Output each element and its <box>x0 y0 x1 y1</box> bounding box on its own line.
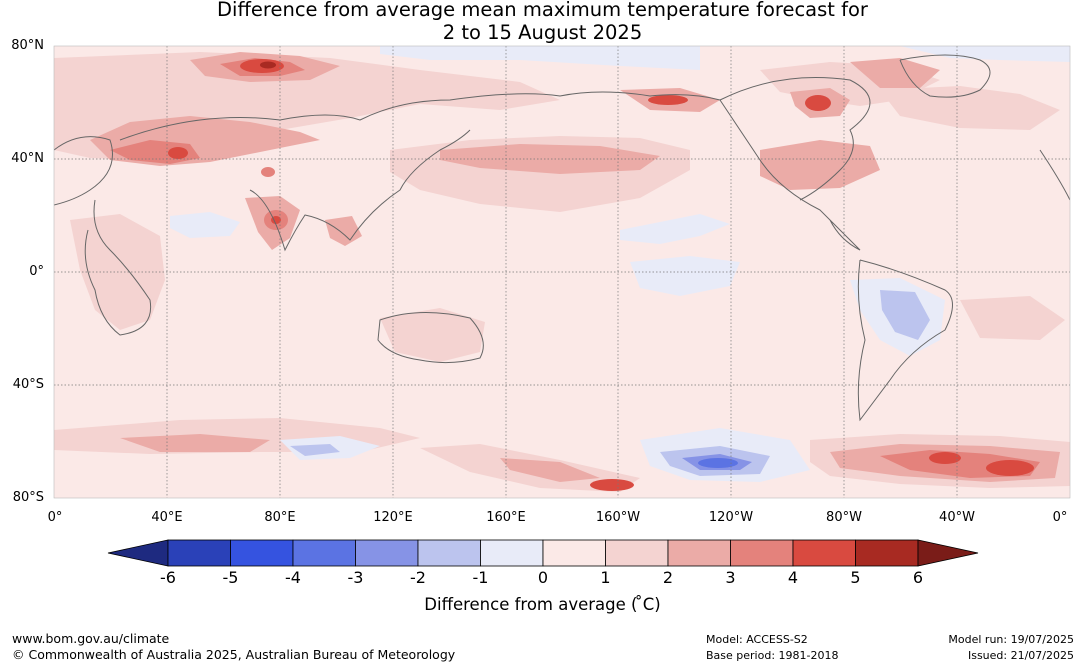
graticule <box>54 46 1070 498</box>
colorbar-segment <box>417 539 481 567</box>
colorbar-tick-label: 0 <box>537 568 549 587</box>
map-frame <box>53 45 1071 499</box>
south-atlantic-warm-region <box>960 296 1065 340</box>
australia-warm-region <box>380 308 485 362</box>
southern-indian-warm-region <box>120 434 270 452</box>
lon-label-160e: 160°E <box>486 510 526 525</box>
lon-label-160w: 160°W <box>595 510 641 525</box>
colorbar-tick-label: 1 <box>600 568 611 587</box>
lon-label-120e: 120°E <box>373 510 413 525</box>
colorbar-tick-label: -1 <box>472 568 489 587</box>
lat-label-80s: 80°S <box>12 490 44 505</box>
colorbar-tick-label: 5 <box>850 568 861 587</box>
colorbar-segment <box>480 539 544 567</box>
colorbar-arrow-high <box>917 539 979 567</box>
north-pacific-warm-core <box>440 144 660 174</box>
lon-label-40e: 40°E <box>151 510 183 525</box>
lat-label-80n: 80°N <box>11 38 44 53</box>
siberia-core <box>260 61 276 69</box>
colorbar-segment <box>792 539 856 567</box>
footer-model-run: Model run: 19/07/2025 <box>948 633 1074 646</box>
alaska-peak <box>648 95 688 105</box>
lon-label-80w: 80°W <box>826 510 862 525</box>
footer-base-period: Base period: 1981-2018 <box>706 649 839 662</box>
colorbar-segment <box>167 539 231 567</box>
caspian-peak <box>168 147 188 159</box>
hudson-peak <box>805 95 831 111</box>
greenland-cool-region <box>900 46 1070 62</box>
lon-label-40w: 40°W <box>939 510 975 525</box>
anomaly-map <box>53 45 1071 499</box>
colorbar-tick-label: -6 <box>160 568 176 587</box>
colorbar-tick-label: 4 <box>787 568 799 587</box>
colorbar-tick-label: -4 <box>285 568 301 587</box>
colorbar-tick-label: -5 <box>222 568 239 587</box>
lat-label-40s: 40°S <box>12 377 44 392</box>
us-warm-region <box>760 140 880 190</box>
lat-label-40n: 40°N <box>11 151 44 166</box>
weddell-peak-west <box>929 452 961 464</box>
colorbar-segment <box>355 539 419 567</box>
lon-label-0-west: 0° <box>47 510 63 525</box>
colorbar-segment <box>667 539 731 567</box>
map-title-line1: Difference from average mean maximum tem… <box>217 0 868 21</box>
colorbar-tick-label: -3 <box>347 568 364 587</box>
colorbar-segment <box>542 539 606 567</box>
weddell-peak-east <box>986 460 1034 476</box>
greenland-warm-region <box>850 58 940 88</box>
colorbar-label: Difference from average ( ̊C) <box>424 595 661 614</box>
south-america-cool-core <box>880 290 930 340</box>
footer-model: Model: ACCESS-S2 <box>706 633 808 646</box>
arctic-cool-region <box>380 46 700 70</box>
map-title-line2: 2 to 15 August 2025 <box>442 21 643 44</box>
lon-label-80e: 80°E <box>264 510 296 525</box>
north-atlantic-warm-region <box>880 86 1060 130</box>
colorbar-tick-label: 3 <box>725 568 736 587</box>
colorbar-segment <box>730 539 794 567</box>
lon-label-120w: 120°W <box>708 510 754 525</box>
ross-sea-peak <box>590 479 634 491</box>
ross-sea-warm-core <box>500 458 600 482</box>
colorbar-tick-label: 2 <box>662 568 674 587</box>
indian-ocean-cool-region <box>170 212 240 238</box>
colorbar-tick-label: 6 <box>912 568 924 587</box>
footer-issued: Issued: 21/07/2025 <box>967 649 1074 662</box>
lat-label-0: 0° <box>29 264 44 279</box>
colorbar-segment <box>605 539 669 567</box>
colorbar-tick-label: -2 <box>410 568 426 587</box>
footer-website: www.bom.gov.au/climate <box>12 631 170 646</box>
colorbar-segment <box>855 539 919 567</box>
southern-indian-cool-core <box>290 444 340 456</box>
tibet-spot <box>261 167 275 177</box>
lon-label-0-east: 0° <box>1052 510 1068 525</box>
colorbar-segment <box>292 539 356 567</box>
colorbar-segment <box>230 539 294 567</box>
footer-copyright: © Commonwealth of Australia 2025, Austra… <box>12 647 456 662</box>
amundsen-cool-peak <box>698 458 738 468</box>
southeast-asia-warm-region <box>325 216 362 246</box>
colorbar <box>107 539 979 567</box>
coastlines <box>54 54 1070 422</box>
east-pacific-cool-region <box>620 214 730 244</box>
equatorial-pacific-cool-region <box>630 256 740 296</box>
colorbar-arrow-low <box>107 539 169 567</box>
